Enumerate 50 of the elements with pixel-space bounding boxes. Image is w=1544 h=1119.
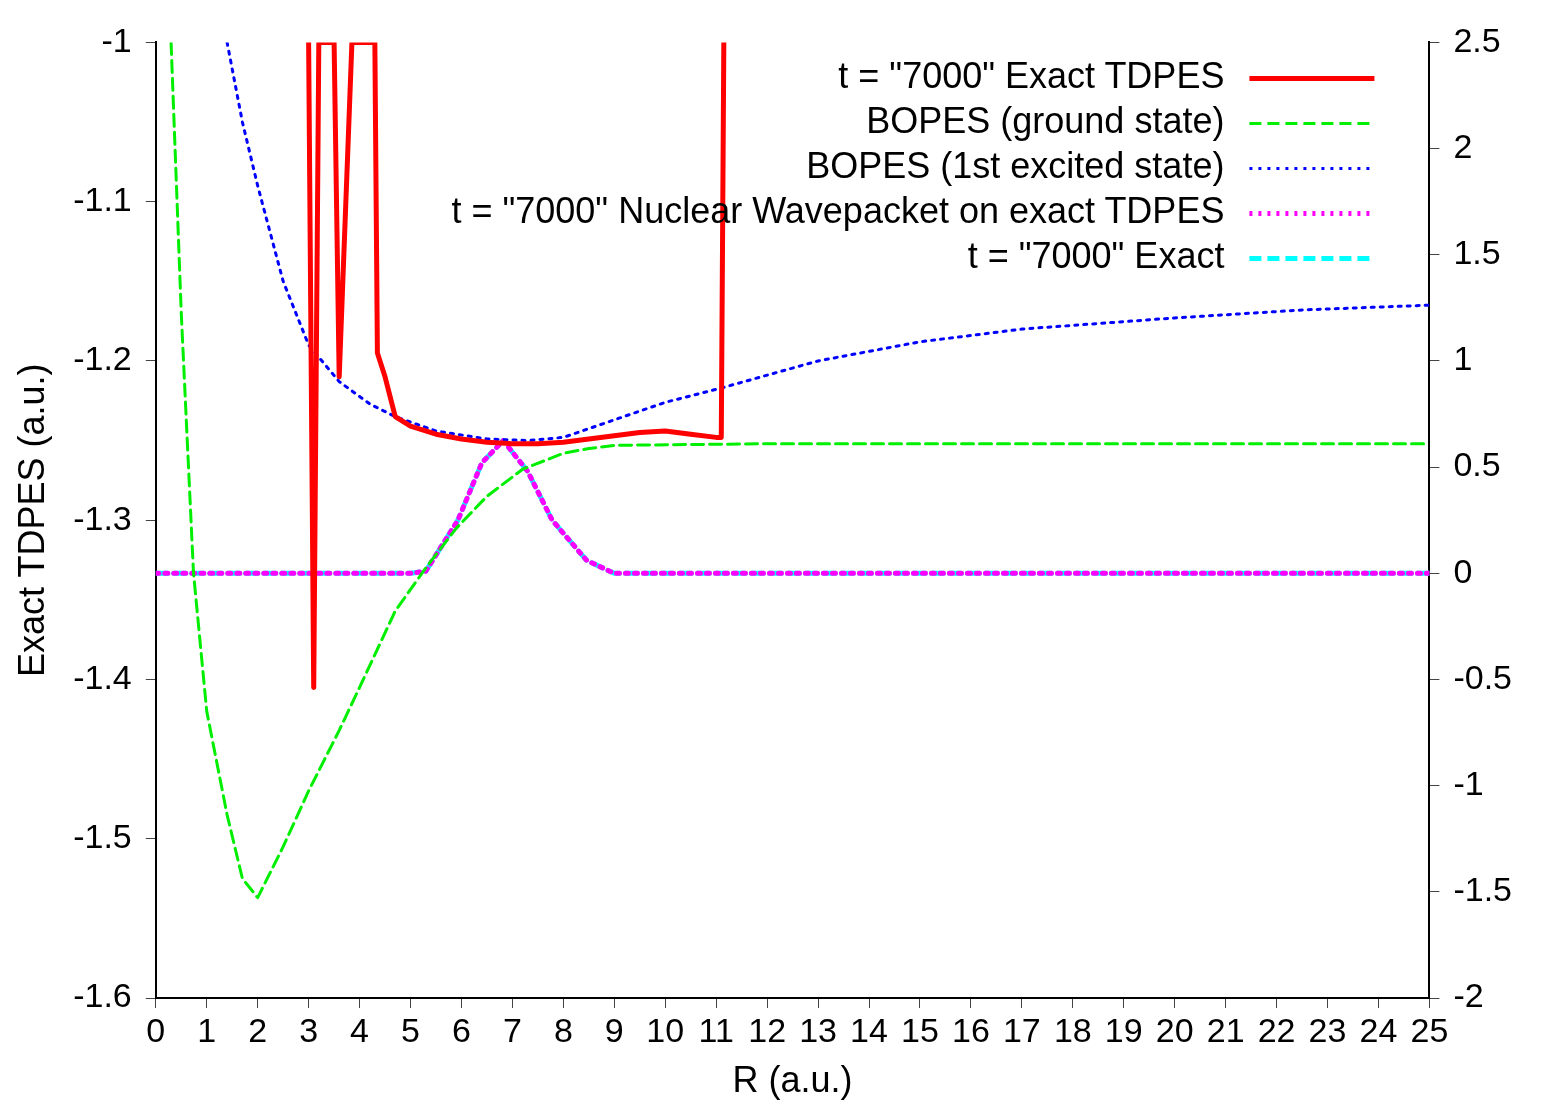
- x-axis-title: R (a.u.): [732, 1059, 853, 1101]
- y-tick-label: -1.2: [73, 339, 132, 378]
- x-tick-label: 14: [850, 1010, 888, 1049]
- x-tick-label: 9: [604, 1010, 624, 1049]
- line-series: [225, 42, 1430, 443]
- y-tick-label: -1.6: [73, 976, 132, 1015]
- x-tick-label: 10: [646, 1010, 685, 1049]
- x-tick-label: 6: [452, 1010, 471, 1049]
- x-tick-label: 19: [1104, 1010, 1143, 1049]
- y2-tick-label: 0.5: [1453, 445, 1501, 484]
- legend-label: t = "7000" Exact: [967, 235, 1225, 277]
- x-tick-label: 25: [1410, 1010, 1449, 1049]
- x-tick-label: 16: [951, 1010, 990, 1049]
- x-tick-label: 11: [698, 1010, 734, 1049]
- y2-tick-label: -1.5: [1453, 870, 1513, 909]
- x-tick-label: 20: [1155, 1010, 1194, 1049]
- x-tick-label: 3: [299, 1010, 319, 1049]
- x-tick-label: 18: [1053, 1010, 1092, 1049]
- x-tick-label: 24: [1359, 1010, 1398, 1049]
- legend-label: t = "7000" Exact TDPES: [838, 55, 1225, 97]
- x-tick-label: 4: [350, 1010, 370, 1049]
- x-tick-label: 22: [1257, 1010, 1296, 1049]
- y2-tick-label: -0.5: [1453, 657, 1513, 696]
- x-tick-label: 7: [502, 1010, 522, 1049]
- x-tick-label: 21: [1206, 1010, 1245, 1049]
- y2-tick-label: 1: [1453, 339, 1473, 378]
- x-tick-label: 1: [197, 1010, 217, 1049]
- y-tick-label: -1.3: [73, 498, 132, 537]
- y-tick-label: -1.1: [73, 180, 132, 219]
- y2-tick-label: 2: [1453, 126, 1473, 165]
- y2-tick-label: 0: [1453, 551, 1473, 590]
- x-tick-label: 8: [553, 1010, 573, 1049]
- y-tick-label: -1.4: [73, 657, 132, 696]
- x-tick-label: 13: [799, 1010, 837, 1049]
- y2-tick-label: -1: [1453, 764, 1484, 803]
- y2-tick-label: -2: [1453, 976, 1484, 1015]
- y-axis-title: Exact TDPES (a.u.): [10, 363, 52, 677]
- x-tick-label: 15: [901, 1010, 939, 1049]
- x-tick-label: 23: [1308, 1010, 1347, 1049]
- y2-tick-label: 1.5: [1453, 233, 1501, 272]
- y-tick-label: -1: [101, 20, 132, 59]
- y2-tick-label: 2.5: [1453, 20, 1501, 59]
- x-tick-label: 2: [248, 1010, 268, 1049]
- x-tick-label: 12: [748, 1010, 787, 1049]
- x-tick-label: 0: [146, 1010, 166, 1049]
- legend-label: BOPES (1st excited state): [806, 145, 1225, 187]
- legend-label: BOPES (ground state): [866, 100, 1225, 142]
- x-tick-label: 17: [1002, 1010, 1041, 1049]
- y-tick-label: -1.5: [73, 817, 132, 856]
- x-tick-label: 5: [401, 1010, 420, 1049]
